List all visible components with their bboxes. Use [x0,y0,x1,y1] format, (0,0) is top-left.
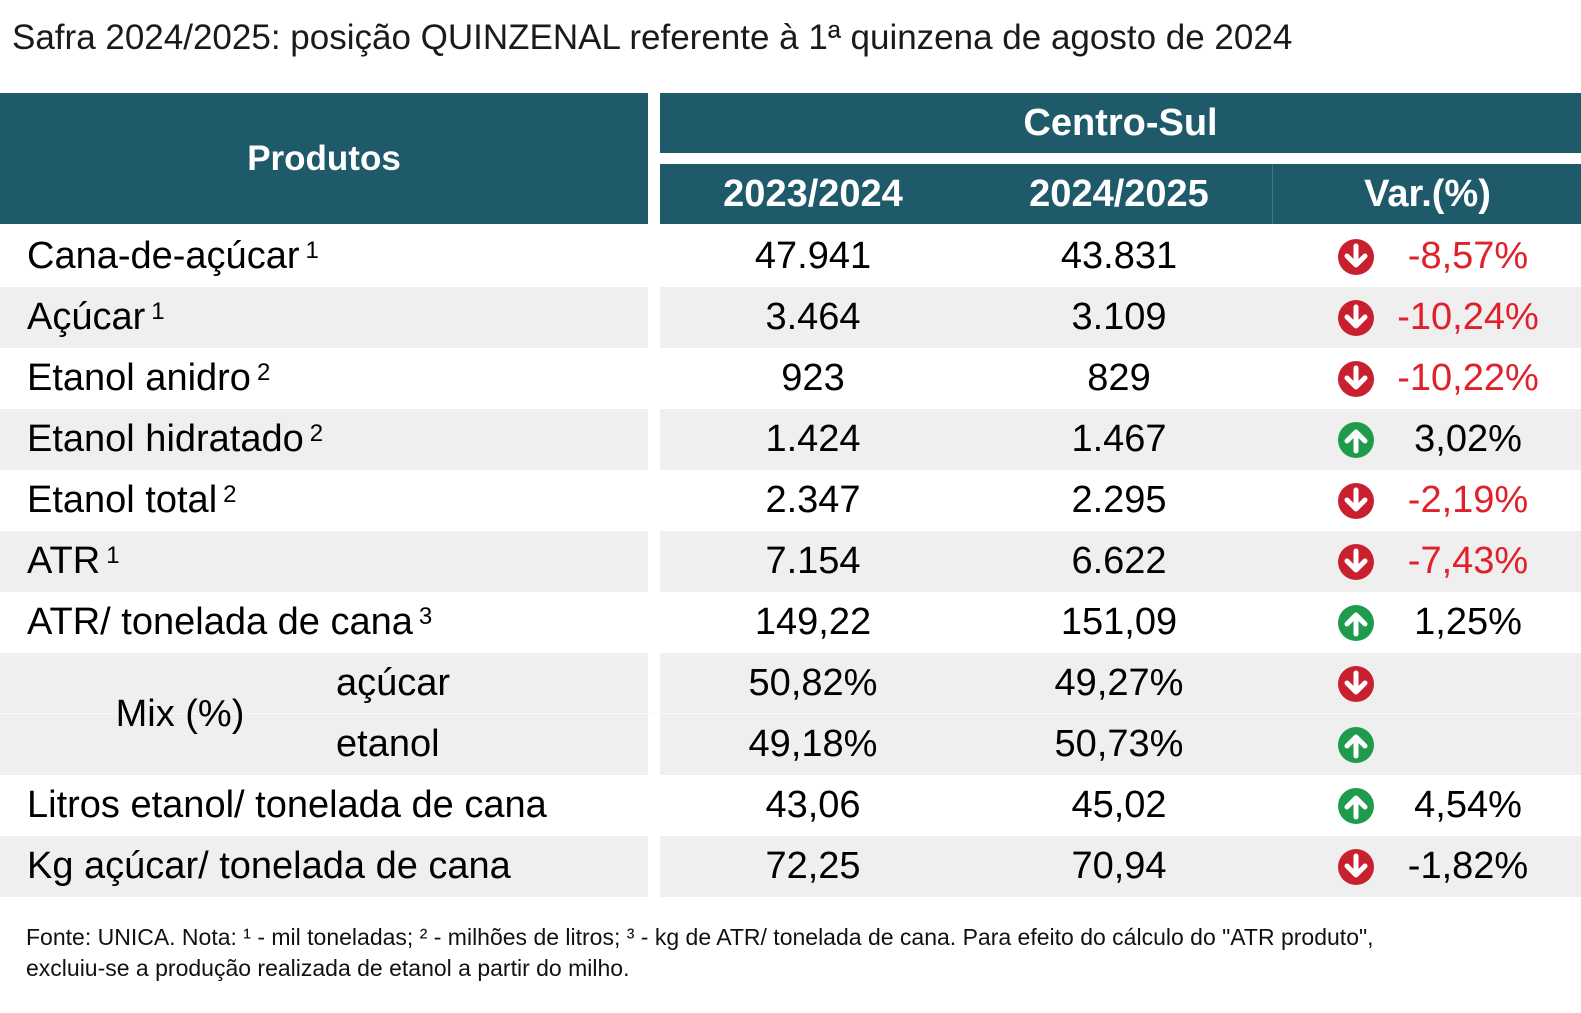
footnote: Fonte: UNICA. Nota: ¹ - mil toneladas; ²… [26,922,1566,984]
row-label: Etanol anidro 2 [27,357,271,399]
mix-acucar-label: açúcar [336,662,451,704]
table-body: Cana-de-açúcar 1 47.941 43.831 -8,57% Açú… [0,226,1581,897]
arrow-down-circle-icon [1338,544,1374,580]
table-row: Etanol total 2 2.347 2.295 -2,19% [0,470,1581,531]
value-2024-2025: 829 [1087,357,1151,399]
value-2024-2025: 6.622 [1071,540,1167,582]
variation: 3,02% [1414,418,1522,460]
arrow-down-circle-icon [1338,300,1374,336]
row-label: Cana-de-açúcar 1 [27,235,319,277]
row-label: ATR/ tonelada de cana 3 [27,601,433,643]
row-label: Etanol total 2 [27,479,237,521]
mix-etanol-label: etanol [336,723,440,765]
value-2023-2024: 47.941 [754,235,872,277]
value-2023-2024: 923 [781,357,845,399]
arrow-up-circle-icon [1338,788,1374,824]
value-2024-2025: 3.109 [1071,296,1167,338]
value-2023-2024: 1.424 [765,418,861,460]
variation: 4,54% [1414,784,1522,826]
variation: -2,19% [1407,479,1529,521]
value-2023-2024: 72,25 [765,845,861,887]
variation: -10,22% [1397,357,1539,399]
mix-etanol-2024-2025: 50,73% [1054,723,1184,765]
header-col-2024-2025: 2024/2025 [966,164,1272,224]
footnote-line-2: excluiu-se a produção realizada de etano… [26,955,630,981]
table-row: Cana-de-açúcar 1 47.941 43.831 -8,57% [0,226,1581,287]
variation: -10,24% [1397,296,1539,338]
row-label: Açúcar 1 [27,296,165,338]
header-region: Centro-Sul [660,93,1581,153]
mix-acucar-2023-2024: 50,82% [748,662,878,704]
mix-label: Mix (%) [115,693,245,735]
variation: -7,43% [1407,540,1529,582]
variation: -8,57% [1407,235,1529,277]
header-produtos: Produtos [0,93,648,224]
table-row: Etanol anidro 2 923 829 -10,22% [0,348,1581,409]
arrow-down-circle-icon [1338,239,1374,275]
table-row: Litros etanol/ tonelada de cana 43,06 45… [0,775,1581,836]
row-label: ATR 1 [27,540,120,582]
row-label: Litros etanol/ tonelada de cana [27,784,547,826]
row-label: Kg açúcar/ tonelada de cana [27,845,511,887]
value-2023-2024: 149,22 [754,601,872,643]
value-2024-2025: 43.831 [1060,235,1178,277]
table-row: Kg açúcar/ tonelada de cana 72,25 70,94 … [0,836,1581,897]
arrow-down-circle-icon [1338,666,1374,702]
mix-row-group: Mix (%) açúcar 50,82% 49,27% etanol 49,1… [0,653,1581,775]
value-2024-2025: 1.467 [1071,418,1167,460]
row-label: Etanol hidratado 2 [27,418,324,460]
value-2023-2024: 7.154 [765,540,861,582]
value-2023-2024: 2.347 [765,479,861,521]
value-2023-2024: 3.464 [765,296,861,338]
arrow-up-circle-icon [1338,422,1374,458]
arrow-up-circle-icon [1338,605,1374,641]
table-row: ATR 1 7.154 6.622 -7,43% [0,531,1581,592]
variation: -1,82% [1407,845,1529,887]
page-title: Safra 2024/2025: posição QUINZENAL refer… [12,18,1293,57]
arrow-down-circle-icon [1338,361,1374,397]
table-row: Etanol hidratado 2 1.424 1.467 3,02% [0,409,1581,470]
table-row: Açúcar 1 3.464 3.109 -10,24% [0,287,1581,348]
value-2024-2025: 45,02 [1071,784,1167,826]
mix-etanol-2023-2024: 49,18% [748,723,878,765]
arrow-down-circle-icon [1338,483,1374,519]
mix-acucar-2024-2025: 49,27% [1054,662,1184,704]
value-2024-2025: 151,09 [1060,601,1178,643]
footnote-line-1: Fonte: UNICA. Nota: ¹ - mil toneladas; ²… [26,924,1374,950]
variation: 1,25% [1414,601,1522,643]
table-row: ATR/ tonelada de cana 3 149,22 151,09 1,2… [0,592,1581,653]
header-col-variation: Var.(%) [1272,164,1581,224]
header-col-2023-2024: 2023/2024 [660,164,966,224]
arrow-up-circle-icon [1338,727,1374,763]
arrow-down-circle-icon [1338,849,1374,885]
value-2024-2025: 2.295 [1071,479,1167,521]
value-2024-2025: 70,94 [1071,845,1167,887]
value-2023-2024: 43,06 [765,784,861,826]
